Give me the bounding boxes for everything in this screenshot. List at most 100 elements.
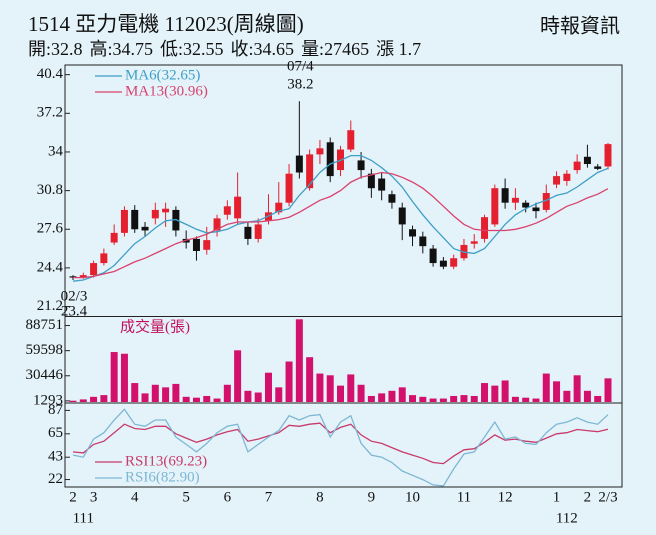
candle-body: [378, 178, 386, 191]
y-tick-label: 34: [48, 143, 64, 159]
x-tick-label: 1: [553, 489, 561, 505]
candle-body: [223, 206, 231, 215]
x-tick-label: 6: [224, 489, 232, 505]
candle-body: [151, 209, 159, 219]
volume-bar: [367, 395, 375, 402]
candle-body: [583, 156, 591, 165]
series-line: [72, 154, 609, 282]
volume-bar: [573, 375, 581, 402]
candle-body: [141, 226, 149, 231]
volume-bar: [460, 395, 468, 402]
candle-body: [357, 160, 365, 171]
volume-bar: [491, 385, 499, 402]
volume-bar: [409, 395, 417, 402]
series-line: [73, 171, 609, 279]
volume-bar: [522, 397, 530, 402]
volume-bar: [172, 383, 180, 402]
stat: 開:32.8: [28, 39, 83, 59]
legend-label: RSI6(82.90): [125, 469, 200, 485]
candle-body: [285, 173, 293, 203]
stat: 低:32.55: [160, 39, 224, 59]
candle-body: [563, 173, 571, 181]
volume-bar: [594, 395, 602, 402]
volume-bar: [264, 372, 272, 402]
x-tick-label: 12: [498, 489, 513, 505]
candle-body: [316, 148, 324, 155]
chart-title: 1514 亞力電機 112023(周線圖): [28, 12, 304, 36]
y-tick-label: 30446: [26, 367, 64, 383]
candle-body: [532, 207, 540, 212]
volume-bar: [398, 387, 406, 402]
volume-bar: [470, 395, 478, 402]
volume-bar: [501, 380, 509, 402]
volume-bar: [244, 390, 252, 402]
volume-bar: [532, 398, 540, 402]
volume-bar: [100, 395, 108, 402]
candle-body: [398, 207, 406, 225]
volume-bar: [285, 361, 293, 402]
volume-bar: [69, 400, 77, 402]
volume-bar: [306, 357, 314, 402]
volume-bar: [275, 387, 283, 402]
candle-body: [213, 218, 221, 231]
volume-bar: [511, 396, 519, 402]
x-tick-label: 2: [584, 489, 592, 505]
candle-body: [100, 253, 108, 264]
y-tick-label: 30.8: [37, 182, 63, 198]
volume-bar: [326, 375, 334, 402]
volume-bar: [439, 398, 447, 402]
stat: 收:34.65: [231, 39, 295, 59]
candle-body: [573, 161, 581, 171]
volume-bar: [192, 397, 200, 402]
volume-bar: [388, 390, 396, 402]
stats-row: 開:32.8 高:34.75 低:32.55 收:34.65 量:27465 漲 1.7: [28, 39, 421, 59]
volume-bar: [316, 373, 324, 402]
volume-bar: [429, 398, 437, 402]
panel-title: 成交量(張): [120, 317, 190, 335]
volume-bar: [295, 319, 303, 402]
candle-body: [110, 232, 118, 243]
volume-bar: [553, 381, 561, 402]
volume-bar: [110, 352, 118, 402]
candle-body: [409, 229, 417, 237]
candle-body: [162, 208, 170, 213]
volume-bar: [583, 390, 591, 402]
candle-body: [419, 236, 427, 247]
candle-body: [481, 217, 489, 239]
year-label: 112: [556, 510, 578, 526]
source: 時報資訊: [540, 15, 620, 38]
candle-body: [367, 173, 375, 189]
volume-bar: [347, 374, 355, 402]
candle-body: [604, 144, 612, 167]
volume-bar: [131, 383, 139, 402]
y-tick-label: 87: [48, 402, 64, 418]
volume-bar: [378, 393, 386, 402]
y-tick-label: 59598: [26, 342, 64, 358]
y-tick-label: 22: [48, 471, 63, 487]
volume-bar: [234, 350, 242, 402]
candle-body: [553, 176, 561, 185]
candle-body: [470, 241, 478, 244]
volume-bar: [151, 384, 159, 402]
candle-body: [388, 194, 396, 203]
candle-body: [203, 240, 211, 250]
x-tick-label: 8: [316, 489, 324, 505]
candle-body: [542, 193, 550, 210]
candle-body: [254, 224, 262, 239]
y-tick-label: 88751: [26, 317, 64, 333]
candle-body: [450, 258, 458, 267]
candle-body: [295, 155, 303, 173]
candle-body: [501, 188, 509, 203]
y-tick-label: 43: [48, 449, 63, 465]
candle-body: [511, 197, 519, 203]
x-tick-label: 3: [90, 489, 98, 505]
volume-bar: [481, 383, 489, 402]
candle-body: [234, 196, 242, 219]
y-tick-label: 1293: [33, 392, 63, 408]
candle-body: [594, 166, 602, 169]
volume-bar: [79, 399, 87, 402]
candle-body: [347, 130, 355, 150]
y-tick-label: 40.4: [37, 66, 64, 82]
volume-bar: [141, 393, 149, 402]
